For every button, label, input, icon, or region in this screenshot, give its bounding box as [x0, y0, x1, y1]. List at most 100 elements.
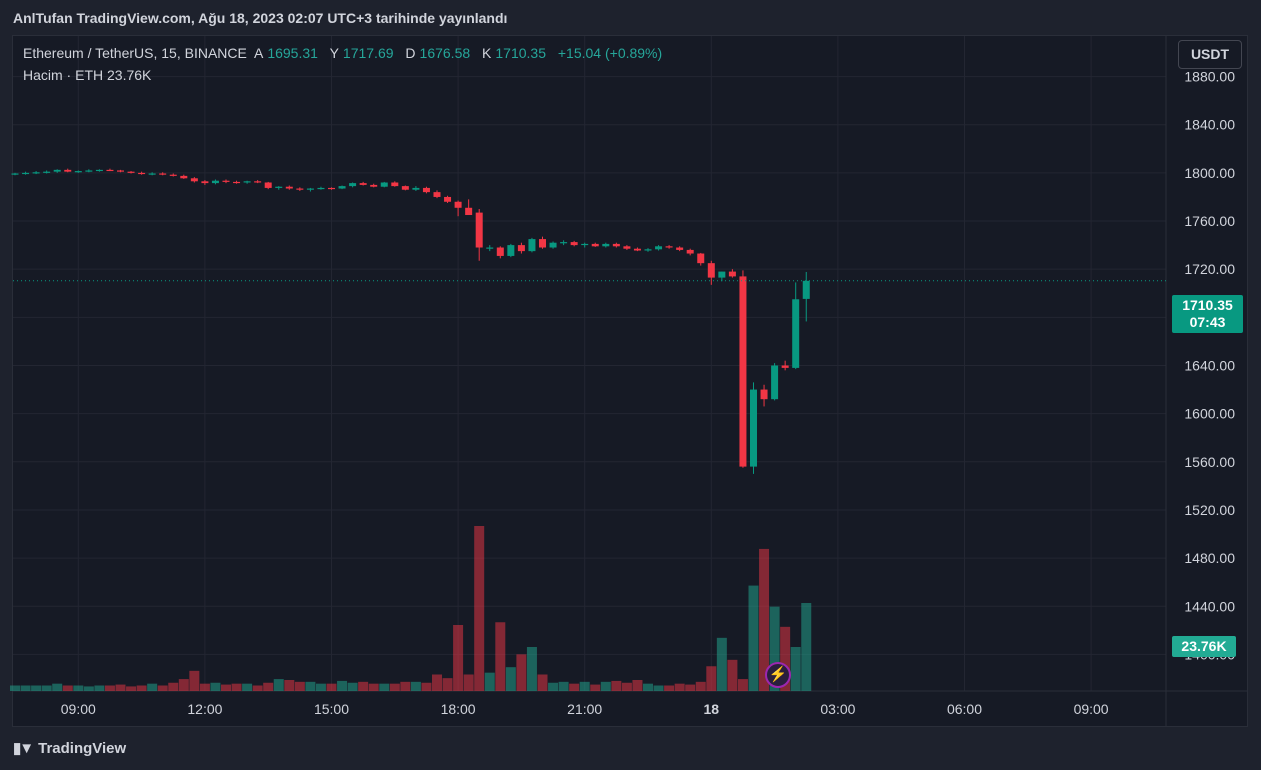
volume-bar	[168, 682, 179, 691]
volume-bar	[136, 685, 147, 691]
candle-body	[296, 188, 304, 190]
volume-bar	[126, 686, 137, 691]
candle-body	[370, 184, 378, 187]
volume-bar	[358, 681, 369, 691]
volume-bar	[294, 681, 305, 691]
x-tick-label: 03:00	[820, 701, 855, 717]
candle-body	[264, 182, 272, 188]
candle-body	[602, 243, 610, 247]
candle-body	[349, 183, 357, 187]
volume-bar	[284, 680, 295, 691]
volume-bar	[83, 686, 94, 691]
volume-bar	[368, 683, 379, 691]
volume-bar	[548, 682, 559, 691]
candle-body	[233, 181, 241, 184]
volume-bar	[484, 672, 495, 691]
open-value: 1695.31	[267, 45, 318, 61]
candle-body	[486, 247, 494, 249]
candle-body	[496, 247, 504, 256]
candle-body	[138, 172, 146, 175]
candle-body	[792, 299, 800, 368]
volume-bar	[558, 681, 569, 691]
volume-bar	[147, 683, 158, 691]
y-tick-label: 1600.00	[1184, 406, 1235, 422]
candle-body	[127, 171, 135, 173]
volume-bar	[780, 626, 791, 691]
volume-bar	[52, 683, 63, 691]
candle-body	[306, 188, 314, 190]
volume-label[interactable]: Hacim · ETH	[23, 67, 104, 83]
candle-body	[95, 169, 103, 172]
y-tick-label: 1840.00	[1184, 117, 1235, 133]
volume-bar	[442, 678, 453, 691]
brand-name: TradingView	[38, 740, 127, 757]
candle-body	[665, 246, 673, 248]
y-tick-label: 1880.00	[1184, 69, 1235, 85]
candle-body	[454, 201, 462, 208]
candle-body	[211, 180, 219, 184]
candle-body	[32, 172, 40, 174]
volume-bar	[410, 681, 421, 691]
volume-bar	[516, 654, 527, 691]
volume-bar	[231, 683, 242, 691]
candle-body	[507, 245, 515, 256]
candle-body	[180, 175, 188, 179]
candle-body	[275, 186, 283, 188]
volume-bar	[432, 674, 442, 691]
volume-bar	[273, 679, 284, 691]
candle-body	[570, 242, 578, 246]
volume-bar	[263, 682, 274, 691]
candle-body	[686, 249, 694, 254]
volume-bar	[178, 679, 189, 691]
y-tick-label: 1480.00	[1184, 550, 1235, 566]
close-value: 1710.35	[495, 45, 546, 61]
volume-bar	[632, 680, 643, 691]
volume-bar	[526, 647, 537, 691]
volume-bar	[347, 682, 358, 691]
candle-body	[285, 186, 293, 189]
candle-body	[781, 365, 789, 368]
y-tick-label: 1800.00	[1184, 165, 1235, 181]
candle-body	[539, 239, 546, 248]
volume-value: 23.76K	[107, 67, 152, 83]
candle-body	[222, 180, 230, 182]
candle-body	[707, 263, 715, 278]
candle-body	[676, 247, 684, 250]
candle-body	[74, 171, 82, 173]
candle-body	[433, 192, 441, 197]
high-value: 1717.69	[342, 45, 394, 61]
last-volume-tag: 23.76K	[1172, 636, 1236, 657]
candle-body	[117, 170, 124, 172]
volume-bar	[221, 684, 231, 691]
volume-bar	[210, 682, 221, 691]
volume-bar	[569, 683, 580, 691]
volume-bar	[685, 684, 696, 691]
volume-bar	[727, 659, 738, 691]
volume-bar	[463, 674, 474, 691]
volume-bar	[495, 622, 506, 691]
last-price-tag: 1710.35 07:43	[1172, 295, 1243, 333]
volume-bar	[664, 685, 675, 691]
candle-body	[254, 181, 262, 183]
candle-body	[391, 182, 399, 187]
candle-body	[243, 181, 251, 183]
low-value: 1676.58	[419, 45, 471, 61]
volume-bar	[769, 606, 780, 691]
tradingview-brand[interactable]: ▮▼ TradingView	[13, 739, 126, 757]
currency-unit-button[interactable]: USDT	[1178, 40, 1242, 69]
volume-bar	[505, 667, 516, 691]
chart-frame[interactable]	[12, 35, 1248, 727]
y-tick-label: 1720.00	[1184, 261, 1235, 277]
volume-bar	[10, 685, 20, 691]
lightning-icon[interactable]: ⚡	[765, 662, 791, 688]
volume-bar	[189, 670, 200, 691]
x-tick-label: 18:00	[441, 701, 476, 717]
tradingview-logo-icon: ▮▼	[13, 740, 34, 757]
volume-bar	[41, 685, 52, 691]
y-tick-label: 1520.00	[1184, 502, 1235, 518]
symbol-title[interactable]: Ethereum / TetherUS, 15, BINANCE	[23, 45, 247, 61]
volume-bar	[326, 683, 337, 691]
candle-body	[760, 389, 768, 400]
y-tick-label: 1560.00	[1184, 454, 1235, 470]
